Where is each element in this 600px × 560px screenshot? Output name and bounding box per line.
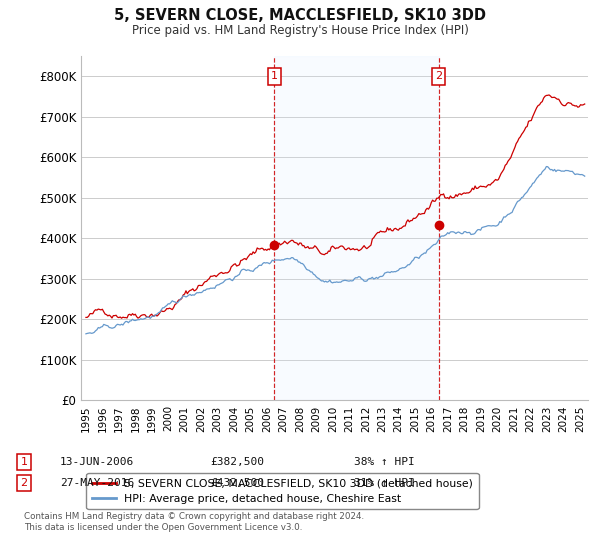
- Text: 38% ↑ HPI: 38% ↑ HPI: [354, 457, 415, 467]
- Text: 2: 2: [435, 72, 442, 82]
- Text: 2: 2: [20, 478, 28, 488]
- Text: 1: 1: [20, 457, 28, 467]
- Bar: [274, 56, 439, 400]
- Text: 5, SEVERN CLOSE, MACCLESFIELD, SK10 3DD: 5, SEVERN CLOSE, MACCLESFIELD, SK10 3DD: [114, 8, 486, 24]
- Text: £432,500: £432,500: [210, 478, 264, 488]
- Text: Price paid vs. HM Land Registry's House Price Index (HPI): Price paid vs. HM Land Registry's House …: [131, 24, 469, 36]
- Text: 31% ↑ HPI: 31% ↑ HPI: [354, 478, 415, 488]
- Text: 13-JUN-2006: 13-JUN-2006: [60, 457, 134, 467]
- Text: 1: 1: [271, 72, 278, 82]
- Text: 27-MAY-2016: 27-MAY-2016: [60, 478, 134, 488]
- Text: £382,500: £382,500: [210, 457, 264, 467]
- Text: Contains HM Land Registry data © Crown copyright and database right 2024.
This d: Contains HM Land Registry data © Crown c…: [24, 512, 364, 532]
- Legend: 5, SEVERN CLOSE, MACCLESFIELD, SK10 3DD (detached house), HPI: Average price, de: 5, SEVERN CLOSE, MACCLESFIELD, SK10 3DD …: [86, 473, 479, 509]
